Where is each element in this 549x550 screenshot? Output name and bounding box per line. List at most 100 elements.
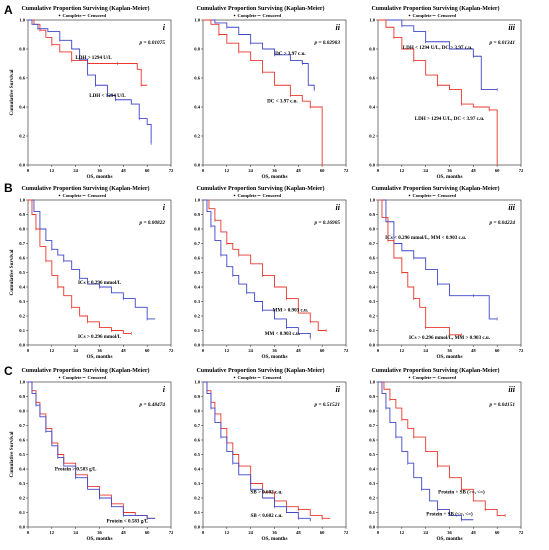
x-tick-label: 12: [400, 168, 405, 173]
x-tick-label: 36: [97, 168, 102, 173]
panel-sub-label: ii: [336, 203, 341, 212]
panel-sub-label: iii: [508, 385, 515, 394]
km-panel-3-2: Cumulative Proportion Surviving (Kaplan-…: [194, 367, 349, 542]
y-tick-label: 0.6: [194, 256, 200, 261]
y-tick-label: 0.2: [194, 496, 200, 501]
y-tick-label: 0.6: [194, 76, 200, 81]
panel-sub-label: ii: [336, 23, 341, 32]
legend-complete: Complete: [63, 13, 82, 18]
x-tick-label: 24: [248, 348, 253, 353]
x-tick-label: 12: [50, 168, 55, 173]
x-tick-label: 0: [202, 348, 205, 353]
x-tick-label: 48: [471, 348, 476, 353]
x-tick-label: 72: [344, 348, 349, 353]
y-tick-label: 0.9: [19, 394, 25, 399]
y-tick-label: 0.0: [19, 525, 25, 530]
x-tick-label: 60: [495, 530, 500, 535]
km-panel-3-3: Cumulative Proportion Surviving (Kaplan-…: [369, 367, 524, 542]
row-label-c: C: [4, 364, 13, 378]
x-tick-label: 72: [169, 530, 174, 535]
x-tick-label: 12: [400, 530, 405, 535]
x-tick-label: 48: [121, 168, 126, 173]
y-tick-label: 1.0: [19, 18, 25, 23]
x-tick-label: 0: [202, 168, 205, 173]
survival-curve-2: [203, 199, 311, 338]
legend-complete-marker: [408, 376, 411, 379]
x-tick-label: 24: [248, 530, 253, 535]
x-tick-label: 12: [225, 530, 230, 535]
km-panel-2-1: Cumulative Proportion Surviving (Kaplan-…: [9, 185, 174, 360]
legend-complete-marker: [233, 194, 236, 197]
y-tick-label: 0.9: [369, 394, 375, 399]
y-tick-label: 0.8: [19, 227, 25, 232]
y-tick-label: 0.1: [369, 328, 375, 333]
km-panel-2-2: Cumulative Proportion Surviving (Kaplan-…: [194, 185, 349, 360]
x-tick-label: 72: [344, 168, 349, 173]
x-tick-label: 36: [97, 348, 102, 353]
x-tick-label: 24: [423, 530, 428, 535]
y-tick-label: 0.7: [369, 241, 375, 246]
panel-title: Cumulative Proportion Surviving (Kaplan-…: [21, 185, 149, 192]
y-tick-label: 0.2: [369, 496, 375, 501]
group-annotation-2: LDH < 1294 U/L: [89, 93, 126, 99]
x-axis-label: OS, months: [262, 174, 288, 180]
x-axis-label: OS, months: [87, 174, 113, 180]
y-tick-label: 0.4: [369, 467, 375, 472]
x-tick-label: 48: [296, 168, 301, 173]
y-tick-label: 1.0: [19, 380, 25, 385]
p-value: p = 0.04151: [488, 402, 515, 408]
y-tick-label: 0.0: [369, 163, 375, 168]
y-tick-label: 0.3: [194, 299, 200, 304]
y-tick-label: 1.0: [369, 380, 375, 385]
legend-censored: Censored: [263, 375, 282, 380]
x-tick-label: 36: [272, 348, 277, 353]
survival-curve-2: [378, 199, 462, 336]
y-tick-label: 0.3: [19, 299, 25, 304]
legend-complete-marker: [233, 376, 236, 379]
survival-curve-2: [28, 199, 132, 334]
y-tick-label: 1.0: [194, 198, 200, 203]
x-tick-label: 48: [121, 530, 126, 535]
y-tick-label: 0.5: [369, 452, 375, 457]
y-tick-label: 0.5: [369, 270, 375, 275]
survival-curve-2: [378, 381, 474, 521]
y-tick-label: 0.3: [369, 481, 375, 486]
x-tick-label: 36: [272, 530, 277, 535]
legend-censored: Censored: [88, 13, 107, 18]
x-tick-label: 60: [495, 348, 500, 353]
y-tick-label: 0.8: [369, 409, 375, 414]
x-tick-label: 48: [121, 348, 126, 353]
panel-title: Cumulative Proportion Surviving (Kaplan-…: [371, 185, 499, 192]
x-axis-label: OS, months: [437, 536, 463, 542]
y-tick-label: 1.0: [369, 18, 375, 23]
y-tick-label: 0.0: [194, 163, 200, 168]
x-axis-label: OS, months: [262, 354, 288, 360]
survival-curve-1: [203, 19, 315, 90]
group-annotation-2: MM < 0.903 c.u.: [265, 331, 301, 337]
legend-complete: Complete: [413, 375, 432, 380]
x-tick-label: 72: [169, 348, 174, 353]
legend-complete: Complete: [413, 193, 432, 198]
legend-complete-marker: [58, 194, 61, 197]
x-tick-label: 0: [27, 348, 30, 353]
y-tick-label: 0.2: [194, 134, 200, 139]
survival-curve-2: [203, 19, 323, 165]
survival-curve-1: [28, 19, 148, 86]
y-tick-label: 0.2: [19, 314, 25, 319]
legend-complete-marker: [58, 14, 61, 17]
y-tick-label: 0.0: [19, 163, 25, 168]
x-tick-label: 36: [447, 348, 452, 353]
survival-curve-1: [28, 381, 156, 519]
x-axis-label: OS, months: [437, 354, 463, 360]
km-panel-1-2: Cumulative Proportion Surviving (Kaplan-…: [194, 5, 349, 180]
y-tick-label: 0.9: [369, 212, 375, 217]
p-value: p = 0.48474: [138, 402, 165, 408]
p-value: p = 0.04224: [488, 220, 515, 226]
y-tick-label: 0.4: [19, 105, 25, 110]
group-annotation-1: LDH < 1294 U/L, DC > 3.97 c.u.: [403, 45, 473, 51]
group-annotation-2: DC < 3.97 c.u.: [267, 99, 298, 105]
x-tick-label: 0: [377, 168, 380, 173]
x-axis-label: OS, months: [262, 536, 288, 542]
survival-curve-2: [203, 381, 311, 522]
